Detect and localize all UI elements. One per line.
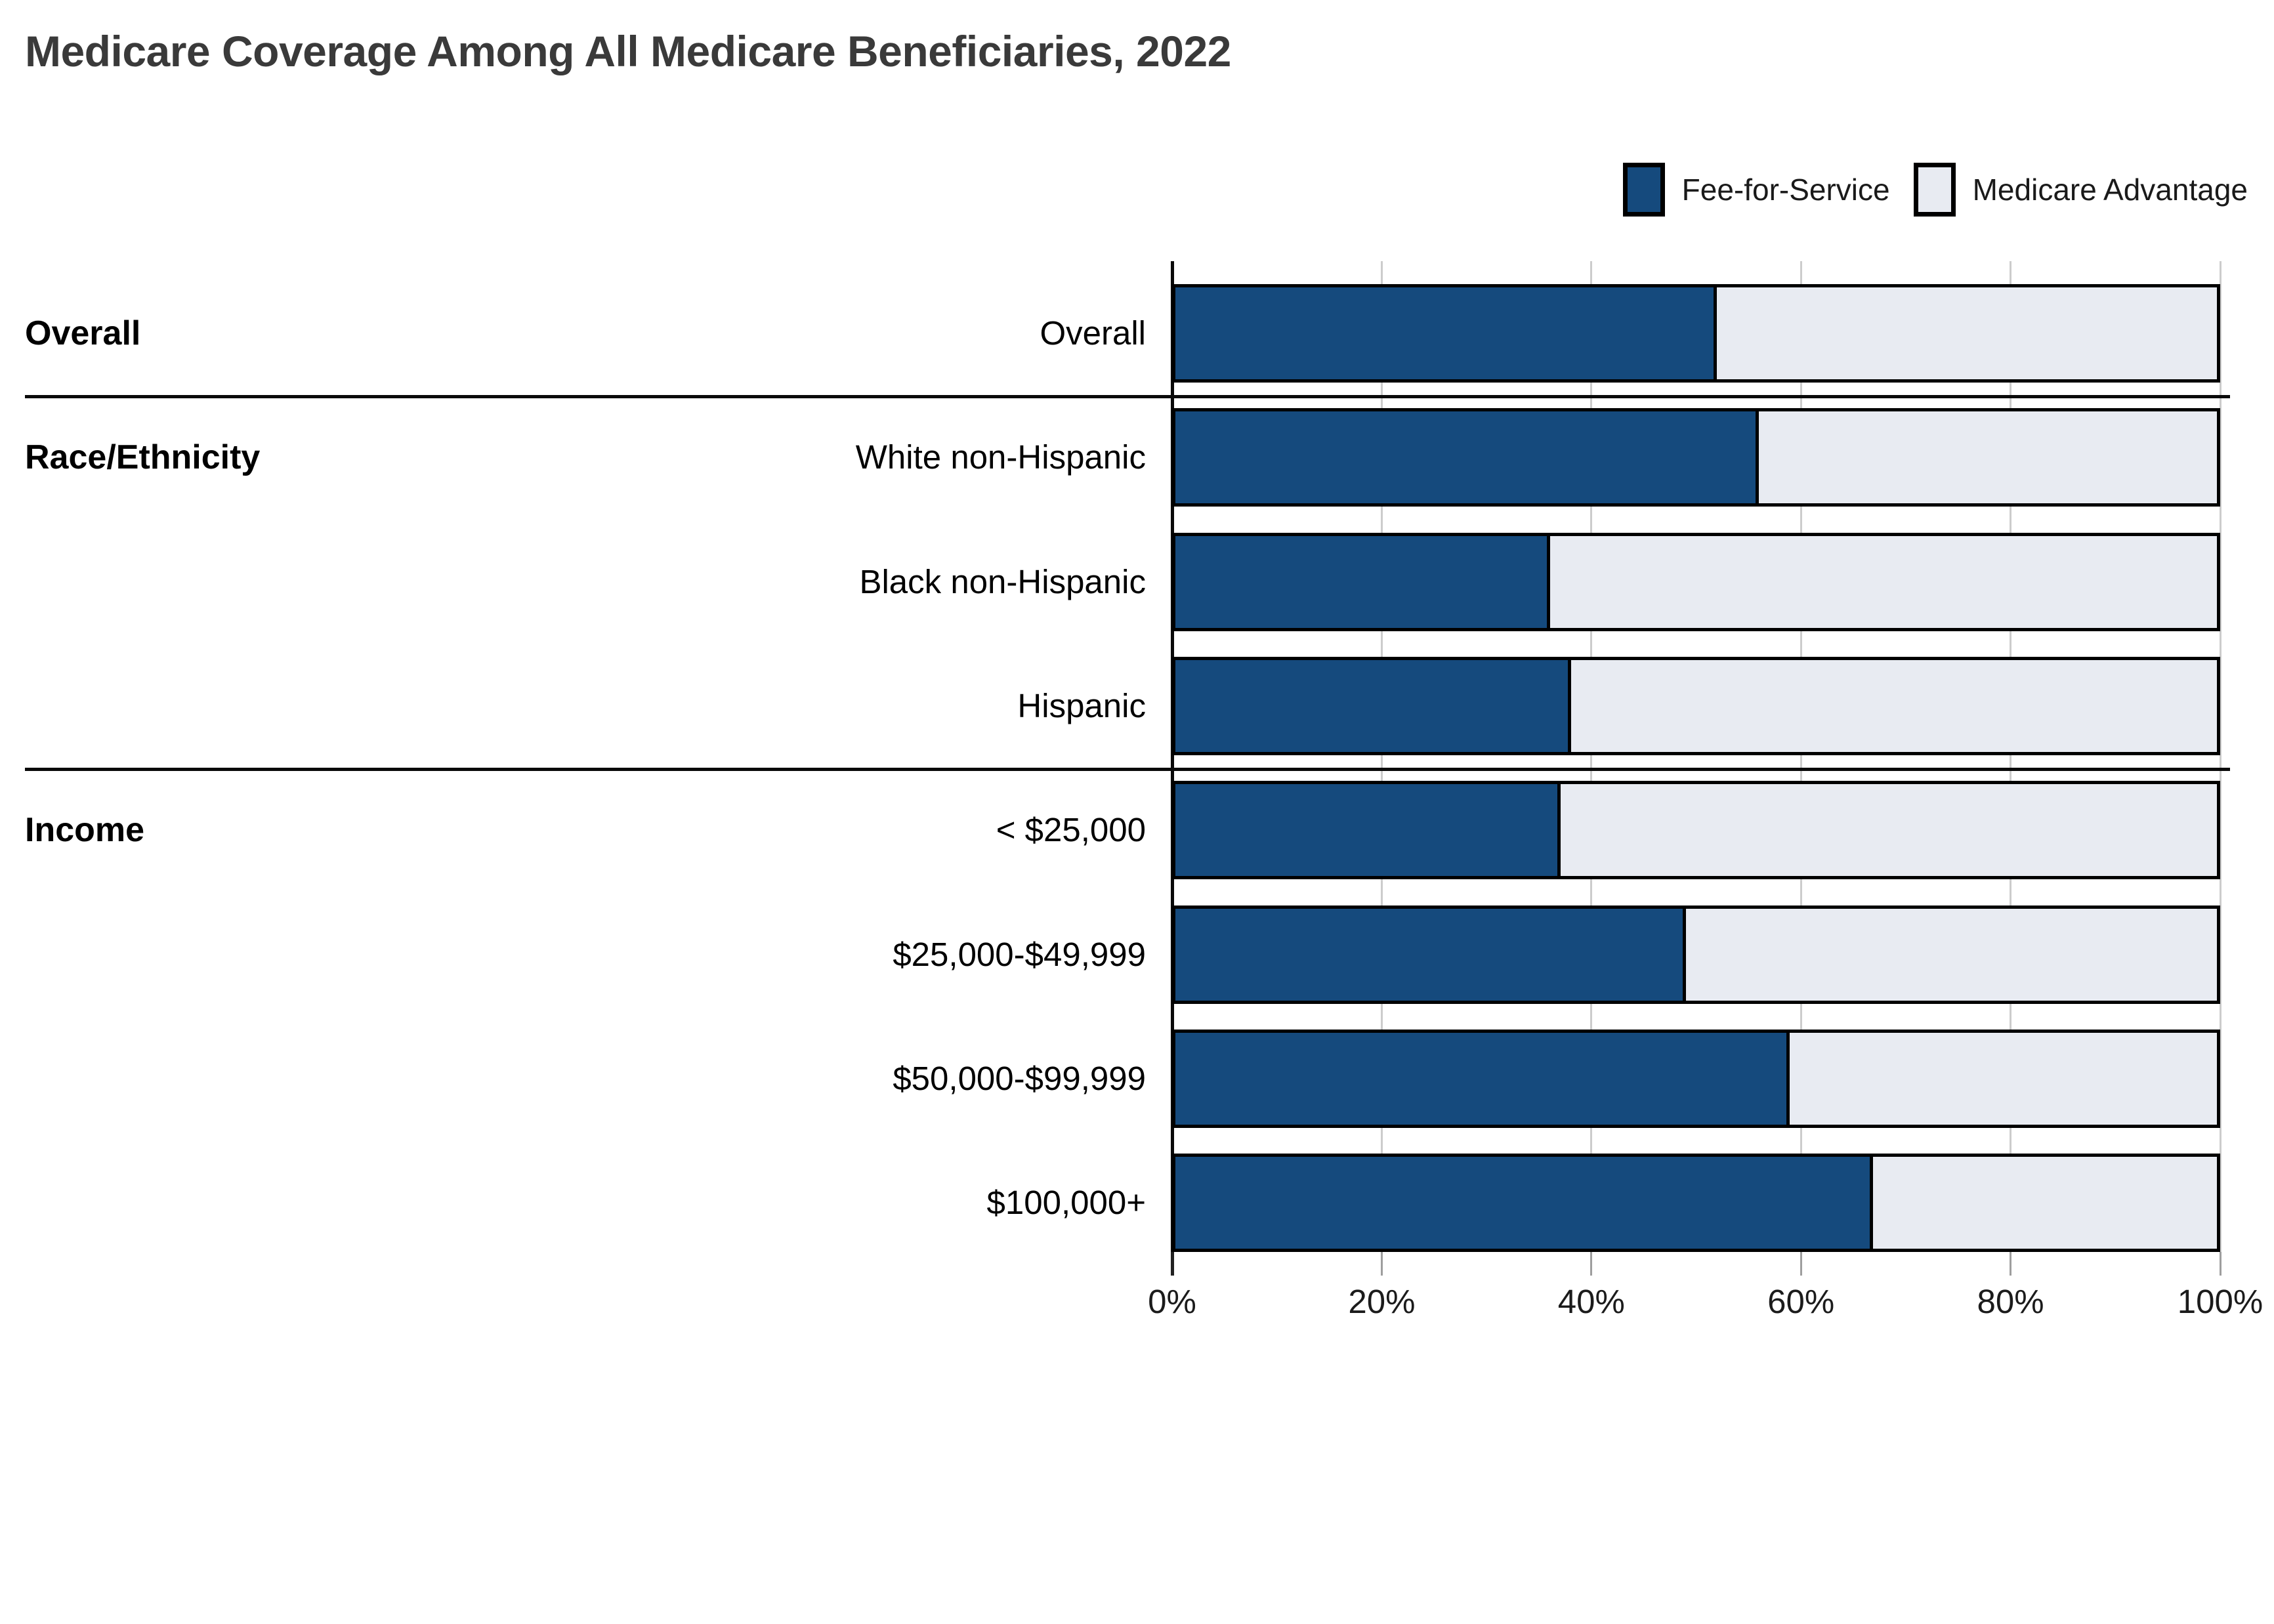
bar-segment-fee-for-service	[1175, 1157, 1874, 1249]
row-label: < $25,000	[996, 811, 1146, 849]
legend-item-fee-for-service: Fee-for-Service	[1622, 163, 1890, 217]
group-label: Race/Ethnicity	[25, 438, 261, 477]
bar-segment-fee-for-service	[1175, 908, 1686, 1001]
row-label: Overall	[1040, 314, 1146, 352]
bar-row	[1172, 1154, 2220, 1253]
x-axis-tick-label: 60%	[1767, 1283, 1835, 1320]
bar-row	[1172, 905, 2220, 1004]
bar-segment-fee-for-service	[1175, 287, 1717, 379]
row-label: $100,000+	[986, 1184, 1147, 1222]
group-label: Income	[25, 811, 145, 850]
legend-label-medicare-advantage: Medicare Advantage	[1972, 173, 2248, 207]
row-label: $25,000-$49,999	[893, 935, 1146, 973]
x-axis-tick	[1380, 1252, 1383, 1276]
legend-swatch-fee-for-service-icon	[1622, 163, 1665, 217]
bar-row	[1172, 656, 2220, 755]
bar-row	[1172, 284, 2220, 383]
section-divider	[25, 394, 2230, 398]
bar-segment-fee-for-service	[1175, 1032, 1790, 1125]
plot-area: Overall White non-Hispanic Black non-Hispa…	[25, 261, 2263, 1320]
bar-segment-fee-for-service	[1175, 411, 1759, 504]
legend-item-medicare-advantage: Medicare Advantage	[1913, 163, 2248, 217]
row-label: Black non-Hispanic	[859, 562, 1146, 600]
legend: Fee-for-Service Medicare Advantage	[1622, 163, 2248, 217]
bar-segment-fee-for-service	[1175, 535, 1551, 628]
x-axis-tick	[2219, 1252, 2221, 1276]
x-axis-tick	[1171, 1252, 1174, 1276]
section-divider	[25, 767, 2230, 771]
gridline	[1800, 261, 1802, 1252]
row-label: $50,000-$99,999	[893, 1059, 1146, 1097]
x-axis-tick	[2010, 1252, 2012, 1276]
bar-row	[1172, 532, 2220, 631]
group-label: Overall	[25, 314, 141, 352]
legend-label-fee-for-service: Fee-for-Service	[1681, 173, 1890, 207]
x-axis-tick-label: 80%	[1977, 1283, 2044, 1320]
row-label: White non-Hispanic	[855, 438, 1146, 476]
y-axis-line	[1171, 261, 1174, 1252]
bar-segment-fee-for-service	[1175, 659, 1572, 752]
gridline	[1590, 261, 1593, 1252]
gridline	[2219, 261, 2221, 1252]
x-axis-tick-label: 40%	[1557, 1283, 1625, 1320]
legend-swatch-medicare-advantage-icon	[1913, 163, 1956, 217]
x-axis-tick-label: 20%	[1348, 1283, 1416, 1320]
x-axis-tick	[1800, 1252, 1802, 1276]
gridline	[1380, 261, 1383, 1252]
x-axis-tick-label: 100%	[2177, 1283, 2263, 1320]
row-label: Hispanic	[1017, 686, 1146, 724]
bar-row	[1172, 1029, 2220, 1128]
gridline	[2010, 261, 2012, 1252]
bar-row	[1172, 781, 2220, 880]
bar-row	[1172, 408, 2220, 507]
x-axis-tick-label: 0%	[1148, 1283, 1196, 1320]
bar-segment-fee-for-service	[1175, 784, 1561, 877]
chart-title: Medicare Coverage Among All Medicare Ben…	[25, 27, 1231, 75]
x-axis-tick	[1590, 1252, 1593, 1276]
